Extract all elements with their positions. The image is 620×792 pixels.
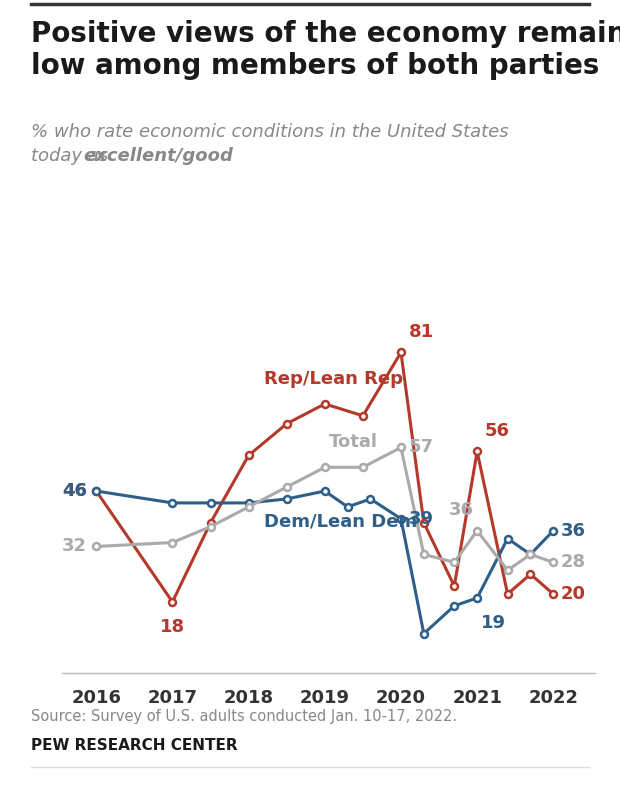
Text: Dem/Lean Dem: Dem/Lean Dem — [264, 512, 417, 531]
Text: 36: 36 — [561, 522, 586, 539]
Text: Positive views of the economy remain
low among members of both parties: Positive views of the economy remain low… — [31, 20, 620, 80]
Text: 46: 46 — [62, 482, 87, 500]
Text: 46: 46 — [62, 482, 87, 500]
Text: 19: 19 — [481, 614, 506, 632]
Text: Source: Survey of U.S. adults conducted Jan. 10-17, 2022.: Source: Survey of U.S. adults conducted … — [31, 709, 457, 724]
Text: 32: 32 — [62, 538, 87, 555]
Text: 36: 36 — [448, 501, 473, 519]
Text: 81: 81 — [409, 322, 434, 341]
Text: today as: today as — [31, 147, 114, 165]
Text: PEW RESEARCH CENTER: PEW RESEARCH CENTER — [31, 738, 237, 753]
Text: % who rate economic conditions in the United States: % who rate economic conditions in the Un… — [31, 123, 508, 141]
Text: 39: 39 — [409, 510, 433, 527]
Text: 18: 18 — [160, 618, 185, 636]
Text: Total: Total — [329, 433, 378, 451]
Text: 20: 20 — [561, 585, 586, 603]
Text: 57: 57 — [409, 439, 433, 456]
Text: Rep/Lean Rep: Rep/Lean Rep — [264, 370, 403, 388]
Text: 56: 56 — [485, 421, 510, 440]
Text: 28: 28 — [561, 554, 586, 571]
Text: excellent/good: excellent/good — [84, 147, 234, 165]
